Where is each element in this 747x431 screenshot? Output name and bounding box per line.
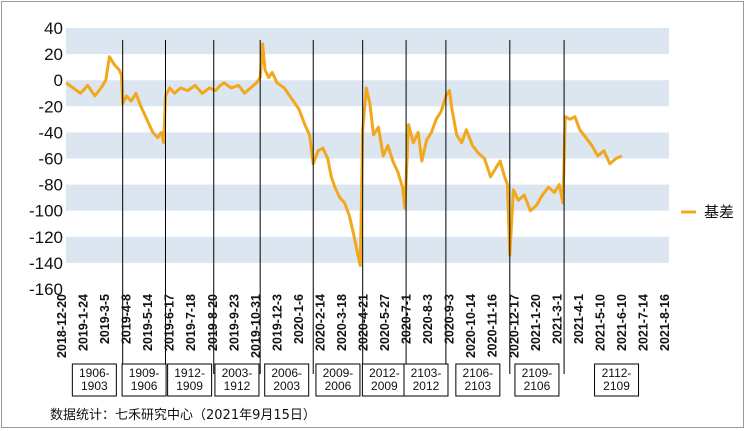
x-tick-label: 2019-5-14	[141, 294, 155, 351]
x-tick-label: 2019-12-3	[270, 294, 284, 351]
contract-box: 2006-2003	[264, 363, 310, 397]
x-tick-label: 2019-1-24	[77, 294, 91, 351]
x-tick-label: 2021-7-14	[636, 294, 650, 351]
x-tick-label: 2021-3-1	[550, 294, 564, 344]
contract-box-frame	[315, 363, 361, 397]
x-tick-label: 2019-7-18	[184, 294, 198, 351]
x-tick-label: 2020-2-14	[313, 294, 327, 351]
x-tick-label: 2020-11-16	[486, 294, 500, 357]
contract-box-frame	[121, 363, 167, 397]
y-tick-label: -60	[38, 150, 63, 169]
source-note: 数据统计：七禾研究中心（2021年9月15日）	[50, 408, 316, 423]
contract-box-label: 1906-1903	[79, 366, 110, 393]
contract-box-label: 1909-1906	[129, 366, 160, 393]
contract-box-frame	[361, 363, 407, 397]
legend: 基差	[681, 204, 734, 221]
band	[66, 236, 669, 263]
y-axis: 40 20 0 -20 -40 -60 -80 -100 -120 -140 -160	[29, 19, 63, 299]
contract-switch-lines	[122, 40, 565, 374]
contract-box-frame	[167, 363, 213, 397]
x-tick-label: 2019-3-5	[98, 294, 112, 344]
y-tick-label: -40	[38, 123, 63, 142]
x-axis: 2018-12-20 2019-1-24 2019-3-5 2019-4-8 2019-…	[55, 294, 672, 358]
y-tick-label: -140	[29, 254, 63, 273]
y-tick-label: -100	[29, 202, 63, 221]
contract-box: 2106-2103	[455, 363, 501, 397]
contract-box-label: 2009-2006	[323, 366, 354, 393]
y-tick-label: 40	[44, 19, 63, 38]
contract-box-label: 2003-1912	[222, 366, 253, 393]
x-tick-label: 2020-9-3	[443, 294, 457, 344]
contract-box: 2112-2109	[594, 363, 640, 397]
x-tick-label: 2020-5-27	[378, 294, 392, 351]
series-layer	[65, 42, 623, 267]
contract-box-frame	[455, 363, 501, 397]
contract-box-frame	[594, 363, 640, 397]
band	[66, 28, 669, 55]
x-tick-label: 2019-6-17	[163, 294, 177, 351]
contract-box-frame	[514, 363, 560, 397]
contract-box-label: 1912-1909	[174, 366, 205, 393]
contract-box-label: 2109-2106	[522, 366, 553, 393]
x-tick-label: 2019-9-23	[227, 294, 241, 351]
y-tick-label: -120	[29, 228, 63, 247]
background-bands	[66, 28, 669, 263]
contract-box-label: 2106-2103	[462, 366, 493, 393]
contract-box: 2109-2106	[514, 363, 560, 397]
band	[66, 132, 669, 159]
y-tick-label: 0	[54, 71, 63, 90]
x-tick-label: 2020-7-1	[400, 294, 414, 344]
x-tick-label: 2020-10-14	[464, 294, 478, 358]
x-tick-label: 2020-12-17	[507, 294, 521, 358]
x-tick-label: 2020-3-18	[335, 294, 349, 351]
contract-box: 1909-1906	[121, 363, 167, 397]
contract-box: 2103-2012	[403, 363, 449, 397]
x-tick-label: 2019-4-8	[120, 294, 134, 344]
contract-box-label: 2103-2012	[411, 366, 442, 393]
y-tick-label: -160	[29, 280, 63, 299]
contract-boxes: 1906-1903 1909-1906 1912-1909 2003-1912 2006…	[71, 363, 640, 397]
x-tick-label: 2019-8-20	[206, 294, 220, 351]
contract-box-frame	[264, 363, 310, 397]
x-tick-label: 2021-4-1	[572, 294, 586, 344]
contract-box: 2012-2009	[361, 363, 407, 397]
x-tick-label: 2021-1-20	[529, 294, 543, 351]
legend-label: 基差	[704, 204, 734, 221]
contract-box-label: 2112-2109	[602, 366, 632, 393]
x-tick-label: 2020-1-6	[292, 294, 306, 344]
x-tick-label: 2021-6-10	[615, 294, 629, 351]
contract-box-frame	[403, 363, 449, 397]
y-tick-label: 20	[44, 45, 63, 64]
x-tick-label: 2020-8-3	[421, 294, 435, 344]
contract-box-label: 2006-2003	[271, 366, 302, 393]
band	[66, 184, 669, 211]
x-tick-label: 2021-8-16	[658, 294, 672, 351]
contract-box: 2009-2006	[315, 363, 361, 397]
contract-box-frame	[214, 363, 260, 397]
x-tick-label: 2021-5-10	[593, 294, 607, 351]
x-tick-label: 2019-10-31	[249, 294, 263, 358]
contract-box-label: 2012-2009	[369, 366, 400, 393]
contract-box-frame	[71, 363, 117, 397]
series-line-basis	[65, 42, 623, 267]
contract-box: 1906-1903	[71, 363, 117, 397]
contract-box: 2003-1912	[214, 363, 260, 397]
y-tick-label: -80	[38, 176, 63, 195]
x-tick-label: 2020-4-21	[357, 294, 371, 351]
y-tick-label: -20	[38, 97, 63, 116]
contract-box: 1912-1909	[167, 363, 213, 397]
x-tick-label: 2018-12-20	[55, 294, 69, 358]
